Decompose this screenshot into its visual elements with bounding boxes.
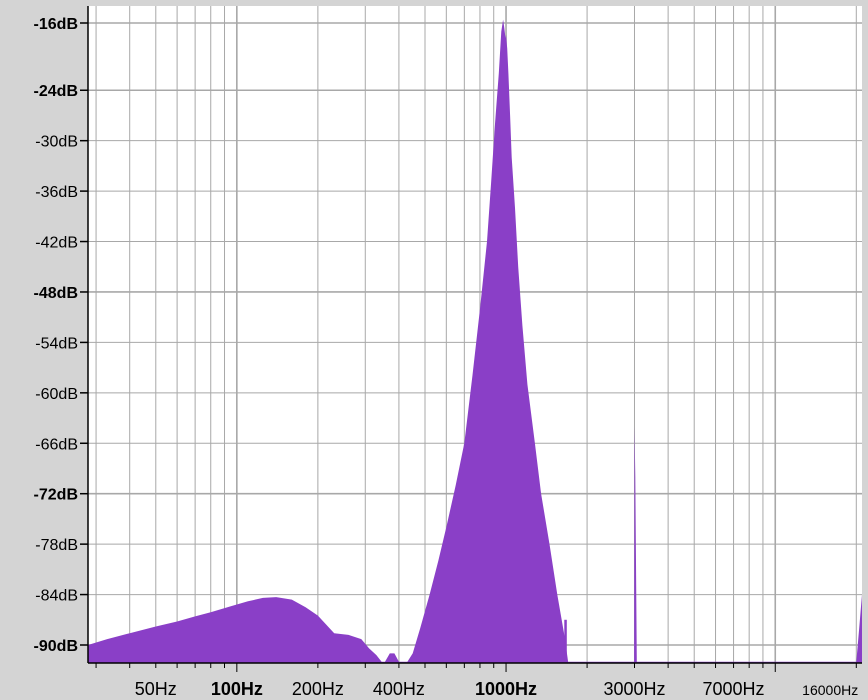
spectrum-spike bbox=[564, 619, 567, 663]
x-tick-label: 16000Hz bbox=[802, 682, 858, 698]
y-tick-label: -30dB bbox=[35, 134, 78, 151]
x-tick-label: 7000Hz bbox=[703, 679, 765, 699]
x-tick-label: 100Hz bbox=[211, 679, 263, 699]
y-tick-label: -84dB bbox=[35, 588, 78, 605]
y-tick-label: -78dB bbox=[35, 537, 78, 554]
y-tick-label: -24dB bbox=[34, 83, 78, 100]
y-tick-labels: -16dB -24dB -30dB -36dB -42dB -48dB -54dB -60dB… bbox=[34, 16, 78, 655]
y-tick-label: -48dB bbox=[34, 285, 78, 302]
x-tick-label: 1000Hz bbox=[475, 679, 537, 699]
y-tick-label: -54dB bbox=[35, 335, 78, 352]
y-tick-label: -42dB bbox=[35, 235, 78, 252]
x-tick-label: 3000Hz bbox=[603, 679, 665, 699]
x-tick-labels: 50Hz 100Hz 200Hz 400Hz 1000Hz 3000Hz 7000Hz 160… bbox=[135, 679, 858, 699]
x-tick-label: 50Hz bbox=[135, 679, 177, 699]
y-tick-label: -72dB bbox=[34, 487, 78, 504]
axes bbox=[80, 6, 862, 672]
spectrum-data bbox=[88, 19, 862, 664]
y-tick-label: -90dB bbox=[34, 638, 78, 655]
y-tick-label: -36dB bbox=[35, 184, 78, 201]
x-tick-label: 200Hz bbox=[292, 679, 344, 699]
y-tick-label: -60dB bbox=[35, 386, 78, 403]
spectrum-area bbox=[88, 19, 862, 664]
y-tick-label: -66dB bbox=[35, 436, 78, 453]
y-tick-label: -16dB bbox=[34, 16, 78, 33]
x-tick-label: 400Hz bbox=[373, 679, 425, 699]
